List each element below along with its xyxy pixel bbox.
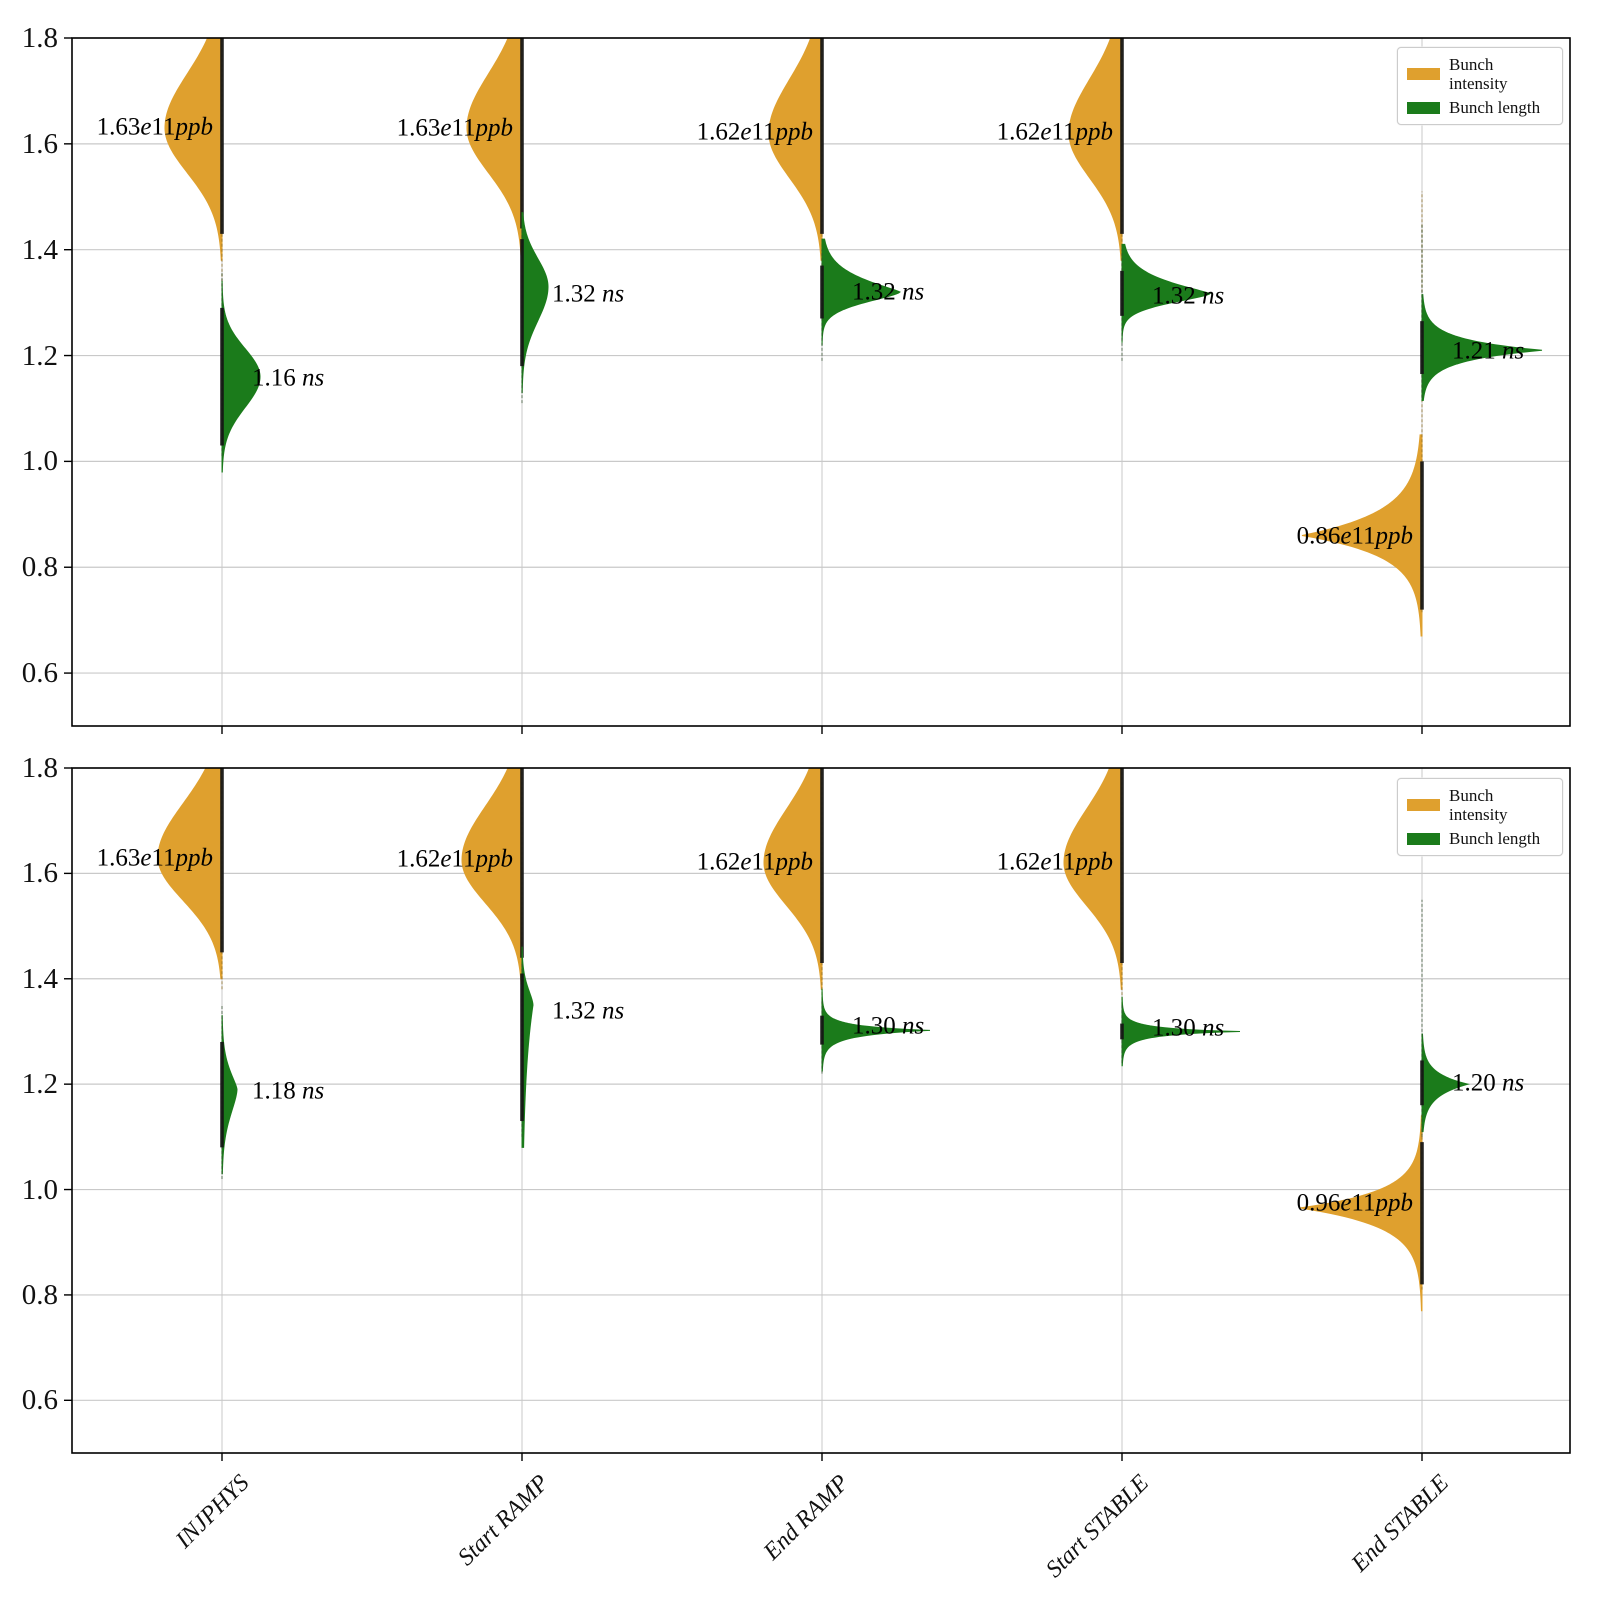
violin-intensity-end-stable <box>1299 1115 1423 1312</box>
violin-intensity-start-stable <box>1063 767 1123 990</box>
violin-length-injphys <box>221 280 261 473</box>
legend-label: Bunch length <box>1449 98 1541 117</box>
bunch-intensity-swatch-icon <box>1407 799 1440 811</box>
legend-label: Bunch intensity <box>1449 55 1508 93</box>
violin-length-injphys <box>221 1015 238 1175</box>
violin-intensity-end-ramp <box>763 767 823 990</box>
bunch-intensity-swatch-icon <box>1407 68 1440 80</box>
bunch-length-swatch-icon <box>1407 101 1440 114</box>
violin-length-start-stable <box>1121 996 1241 1067</box>
legend: Bunch intensity Bunch length <box>1397 47 1563 125</box>
violin-length-start-ramp <box>521 946 534 1148</box>
violin-length-end-ramp <box>821 238 901 346</box>
legend-item-bunch-length: Bunch length <box>1407 829 1553 848</box>
violin-intensity-end-stable <box>1301 434 1423 637</box>
violin-length-end-ramp <box>821 988 931 1072</box>
legend-label: Bunch intensity <box>1449 786 1508 824</box>
violin-length-end-stable <box>1421 1033 1470 1133</box>
violin-length-start-stable <box>1121 243 1211 343</box>
legend-item-bunch-intensity: Bunch intensity <box>1407 55 1553 93</box>
violin-intensity-injphys <box>157 767 223 980</box>
violin-intensity-start-ramp <box>466 37 523 256</box>
legend-item-bunch-length: Bunch length <box>1407 98 1553 117</box>
bunch-length-swatch-icon <box>1407 832 1440 845</box>
panel-spines <box>71 37 1571 727</box>
violin-intensity-injphys <box>164 37 223 261</box>
panel-spines <box>71 767 1571 1454</box>
legend: Bunch intensity Bunch length <box>1397 778 1563 856</box>
violin-length-end-stable <box>1421 294 1543 402</box>
legend-item-bunch-intensity: Bunch intensity <box>1407 786 1553 824</box>
violin-intensity-end-ramp <box>768 37 823 261</box>
violin-intensity-start-stable <box>1068 37 1123 261</box>
legend-label: Bunch length <box>1449 829 1541 848</box>
violin-length-start-ramp <box>521 212 549 394</box>
violin-intensity-start-ramp <box>461 767 523 985</box>
